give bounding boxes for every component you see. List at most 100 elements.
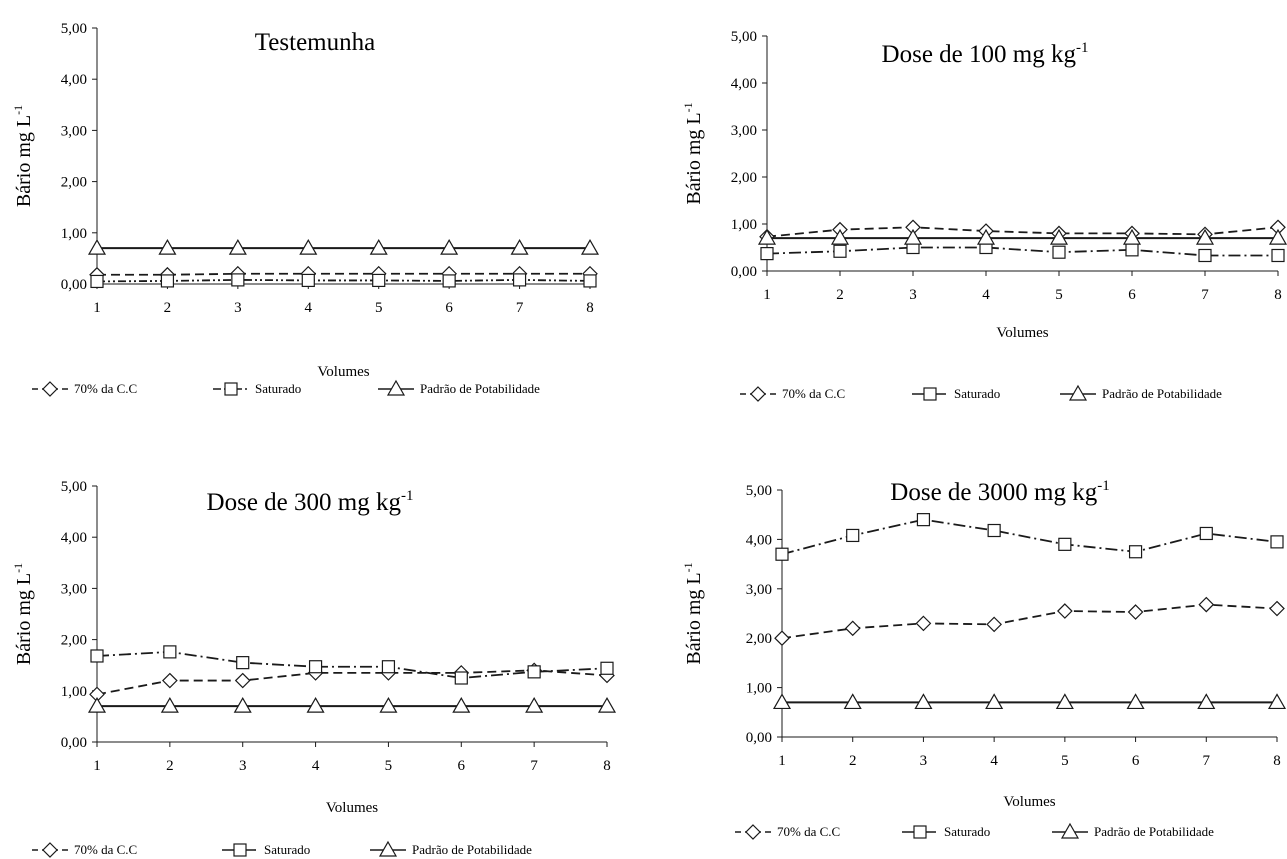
chart-panel-4: 0,00 1,00 2,00 3,00 4,00 5,00 1 2 3 4 5 6 7 8 Bário mg… xyxy=(681,478,1287,840)
data-point-square xyxy=(160,274,175,288)
data-point-triangle xyxy=(976,228,996,245)
data-point-triangle xyxy=(1126,693,1145,710)
x-tick-label: 5 xyxy=(1061,753,1069,769)
data-point-square xyxy=(1271,248,1285,263)
data-point-square xyxy=(987,523,1001,538)
x-axis-label: Volumes xyxy=(326,800,378,816)
legend-label: Padrão de Potabilidade xyxy=(420,381,540,396)
x-tick-label: 4 xyxy=(990,753,998,769)
chart-title: Dose de 300 mg kg-1 xyxy=(207,488,414,516)
legend-label: Padrão de Potabilidade xyxy=(412,842,532,857)
data-point-square xyxy=(846,528,860,543)
y-axis-label: Bário mg L-1 xyxy=(11,563,35,665)
y-axis-label-sup: -1 xyxy=(11,563,25,573)
data-point-square xyxy=(583,274,597,288)
y-tick-label: 1,00 xyxy=(746,681,772,697)
data-point-diamond xyxy=(1127,604,1144,620)
data-point-triangle xyxy=(1122,228,1142,245)
x-tick-label: 7 xyxy=(1203,753,1211,769)
x-tick-label: 4 xyxy=(312,758,320,774)
data-point-square xyxy=(301,273,315,288)
data-point-triangle xyxy=(1268,228,1287,245)
data-point-triangle xyxy=(1195,228,1215,245)
x-axis-label: Volumes xyxy=(996,325,1048,341)
legend-label: Padrão de Potabilidade xyxy=(1102,386,1222,401)
legend-marker-diamond xyxy=(42,381,58,397)
y-axis-label: Bário mg L-1 xyxy=(681,562,705,664)
y-tick-label: 3,00 xyxy=(731,123,757,139)
data-point-diamond xyxy=(1057,603,1073,619)
data-point-square xyxy=(1198,248,1212,263)
data-point-square xyxy=(1058,537,1072,551)
data-point-square xyxy=(90,274,104,289)
data-point-triangle xyxy=(525,696,544,713)
x-tick-label: 6 xyxy=(445,300,453,316)
x-tick-label: 5 xyxy=(375,300,383,316)
legend-label: Padrão de Potabilidade xyxy=(1094,824,1214,839)
legend-marker-square xyxy=(224,382,238,396)
data-point-triangle xyxy=(87,696,107,713)
legend-label: 70% da C.C xyxy=(777,824,840,839)
data-point-diamond xyxy=(986,616,1002,633)
legend-marker-square xyxy=(913,825,927,839)
x-tick-label: 1 xyxy=(763,287,771,303)
chart-title: Dose de 100 mg kg-1 xyxy=(882,40,1089,68)
legend-label: Saturado xyxy=(264,842,310,857)
data-point-triangle xyxy=(233,696,252,713)
x-tick-label: 2 xyxy=(164,300,172,316)
data-point-triangle xyxy=(757,228,777,245)
x-tick-label: 1 xyxy=(778,753,786,769)
y-tick-label: 0,00 xyxy=(61,735,87,751)
y-axis-label: Bário mg L-1 xyxy=(681,102,705,204)
data-point-diamond xyxy=(1198,596,1215,613)
x-tick-label: 2 xyxy=(849,753,857,769)
data-point-diamond xyxy=(234,672,251,689)
data-point-triangle xyxy=(914,693,933,710)
x-tick-label: 6 xyxy=(1128,287,1136,303)
legend-marker-square xyxy=(923,387,937,401)
data-point-triangle xyxy=(299,238,318,255)
x-tick-label: 4 xyxy=(982,287,990,303)
x-tick-label: 5 xyxy=(1055,287,1063,303)
legend-marker-diamond xyxy=(750,386,766,402)
data-point-diamond xyxy=(915,615,932,632)
legend-marker-square xyxy=(233,843,247,857)
y-tick-label: 4,00 xyxy=(61,72,87,88)
series-line-square xyxy=(96,279,591,283)
data-point-diamond xyxy=(162,672,178,689)
data-point-triangle xyxy=(1197,693,1216,710)
y-tick-label: 4,00 xyxy=(746,532,772,548)
y-tick-label: 3,00 xyxy=(61,123,87,139)
data-point-square xyxy=(1125,243,1139,257)
y-tick-label: 0,00 xyxy=(61,277,87,293)
chart-title-sup: -1 xyxy=(401,488,414,504)
y-tick-label: 5,00 xyxy=(731,29,757,45)
y-axis-label: Bário mg L-1 xyxy=(11,105,35,207)
chart-panel-1: 0,00 1,00 2,00 3,00 4,00 5,00 1 2 3 4 5 6 7 8 Bário mg… xyxy=(11,21,600,397)
y-axis-label-sup: -1 xyxy=(11,105,25,115)
data-point-triangle xyxy=(1055,693,1074,710)
data-point-diamond xyxy=(1269,600,1285,617)
data-point-triangle xyxy=(369,238,388,255)
series-line-square xyxy=(96,650,608,679)
y-tick-label: 3,00 xyxy=(746,582,772,598)
data-point-square xyxy=(916,513,931,527)
legend-label: Saturado xyxy=(944,824,990,839)
data-point-square xyxy=(231,273,245,287)
y-tick-label: 2,00 xyxy=(61,633,87,649)
legend-marker-diamond xyxy=(745,824,761,840)
chart-title-sup: -1 xyxy=(1076,40,1089,56)
data-point-square xyxy=(1270,535,1284,549)
data-point-square xyxy=(1052,245,1066,259)
y-tick-label: 1,00 xyxy=(61,684,87,700)
data-point-square xyxy=(236,656,250,670)
y-tick-label: 5,00 xyxy=(61,21,87,37)
data-point-square xyxy=(600,661,614,675)
chart-title: Testemunha xyxy=(255,29,375,56)
y-tick-label: 3,00 xyxy=(61,581,87,597)
series-line-diamond xyxy=(97,272,590,276)
data-point-square xyxy=(1199,526,1213,541)
y-tick-label: 4,00 xyxy=(731,76,757,92)
x-tick-label: 1 xyxy=(93,300,101,316)
